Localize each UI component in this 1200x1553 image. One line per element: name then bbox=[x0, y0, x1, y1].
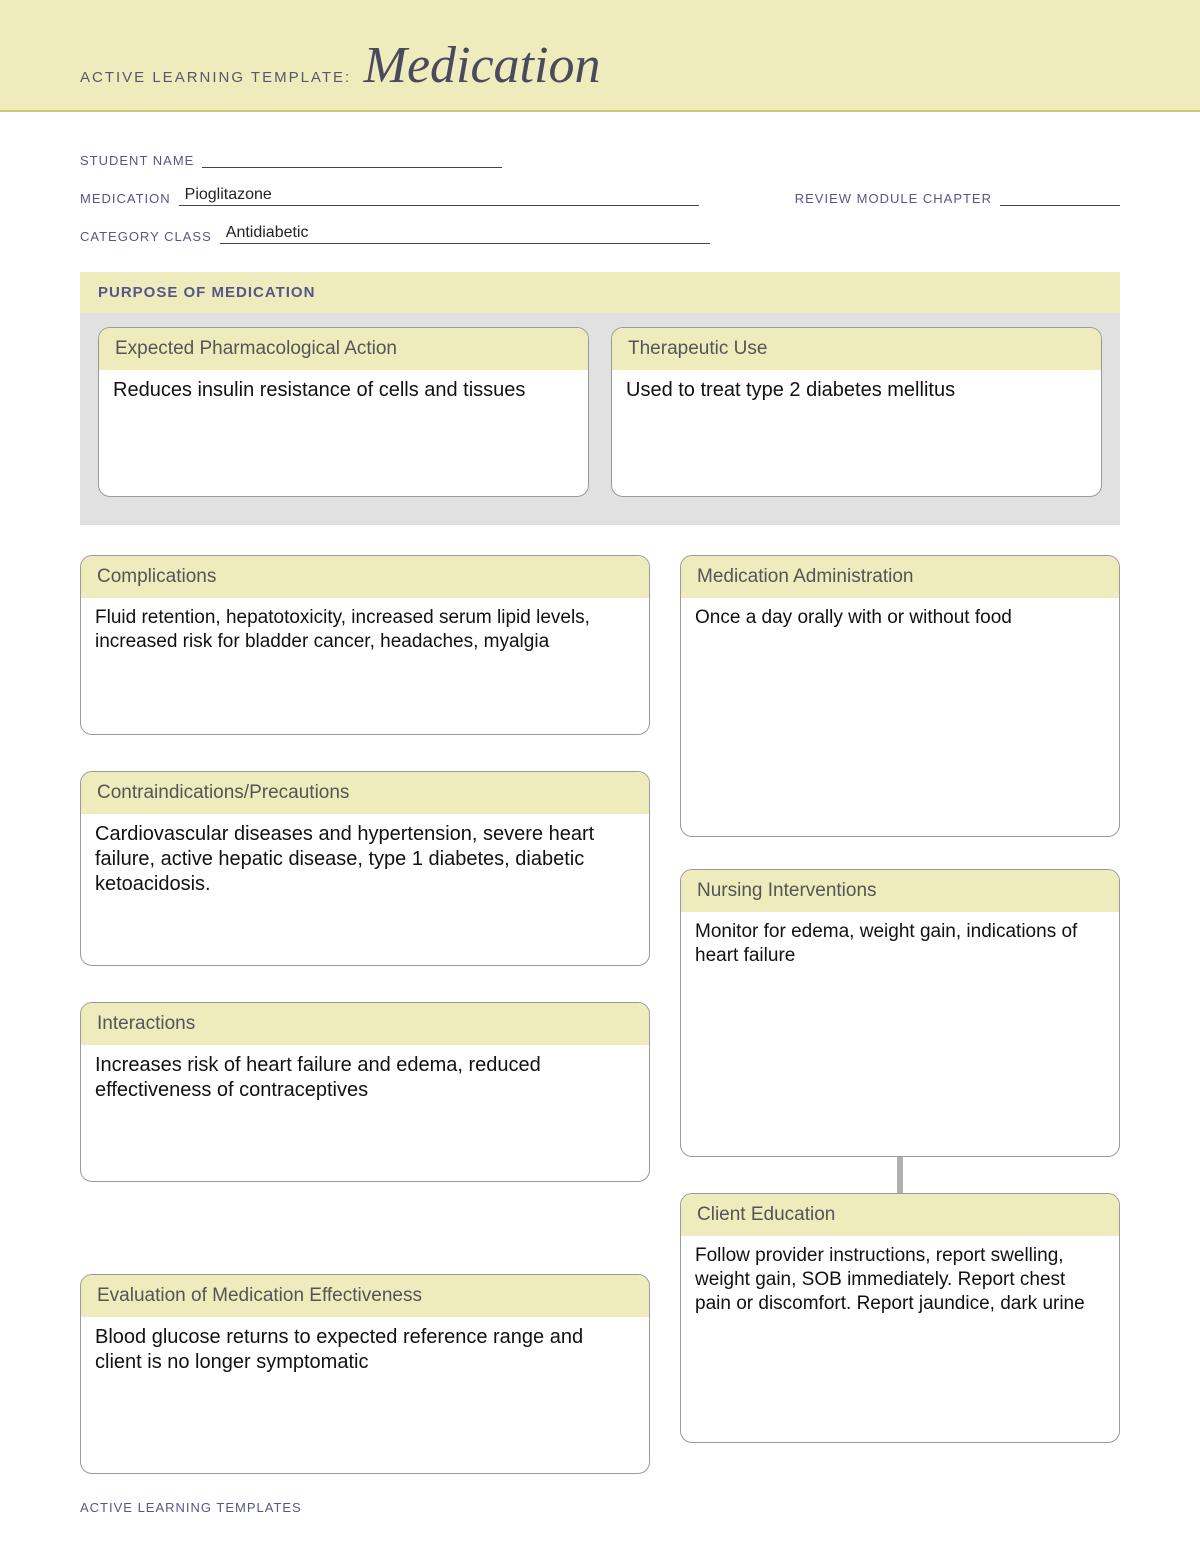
student-name-row: STUDENT NAME bbox=[80, 140, 1120, 168]
content: PURPOSE OF MEDICATION Expected Pharmacol… bbox=[0, 272, 1200, 1474]
complications-card: Complications Fluid retention, hepatotox… bbox=[80, 555, 650, 735]
contraindications-card: Contraindications/Precautions Cardiovasc… bbox=[80, 771, 650, 966]
connector bbox=[897, 1157, 903, 1193]
interactions-card: Interactions Increases risk of heart fai… bbox=[80, 1002, 650, 1182]
complications-body: Fluid retention, hepatotoxicity, increas… bbox=[81, 598, 649, 734]
medication-row: MEDICATION Pioglitazone REVIEW MODULE CH… bbox=[80, 178, 1120, 206]
therapeutic-use-card: Therapeutic Use Used to treat type 2 dia… bbox=[611, 327, 1102, 497]
education-card: Client Education Follow provider instruc… bbox=[680, 1193, 1120, 1443]
student-name-label: STUDENT NAME bbox=[80, 153, 194, 168]
education-title: Client Education bbox=[681, 1194, 1119, 1236]
purpose-section: PURPOSE OF MEDICATION Expected Pharmacol… bbox=[80, 272, 1120, 525]
banner: ACTIVE LEARNING TEMPLATE: Medication bbox=[0, 0, 1200, 112]
review-label: REVIEW MODULE CHAPTER bbox=[795, 191, 992, 206]
administration-card: Medication Administration Once a day ora… bbox=[680, 555, 1120, 837]
left-column: Complications Fluid retention, hepatotox… bbox=[80, 555, 650, 1474]
nursing-body: Monitor for edema, weight gain, indicati… bbox=[681, 912, 1119, 1156]
footer: ACTIVE LEARNING TEMPLATES bbox=[80, 1500, 302, 1515]
evaluation-title: Evaluation of Medication Effectiveness bbox=[81, 1275, 649, 1317]
interactions-body: Increases risk of heart failure and edem… bbox=[81, 1045, 649, 1181]
category-field[interactable]: Antidiabetic bbox=[220, 224, 710, 244]
contraindications-body: Cardiovascular diseases and hypertension… bbox=[81, 814, 649, 965]
right-column: Medication Administration Once a day ora… bbox=[680, 555, 1120, 1474]
student-name-field[interactable] bbox=[202, 148, 502, 168]
category-row: CATEGORY CLASS Antidiabetic bbox=[80, 216, 1120, 244]
therapeutic-use-title: Therapeutic Use bbox=[612, 328, 1101, 370]
nursing-title: Nursing Interventions bbox=[681, 870, 1119, 912]
review-field[interactable] bbox=[1000, 186, 1120, 206]
therapeutic-use-body: Used to treat type 2 diabetes mellitus bbox=[612, 370, 1101, 496]
medication-label: MEDICATION bbox=[80, 191, 171, 206]
administration-body: Once a day orally with or without food bbox=[681, 598, 1119, 836]
banner-prefix: ACTIVE LEARNING TEMPLATE: bbox=[80, 69, 351, 86]
meta-section: STUDENT NAME MEDICATION Pioglitazone REV… bbox=[0, 112, 1200, 272]
lower-columns: Complications Fluid retention, hepatotox… bbox=[80, 555, 1120, 1474]
medication-value: Pioglitazone bbox=[185, 186, 272, 204]
pharm-action-body: Reduces insulin resistance of cells and … bbox=[99, 370, 588, 496]
contraindications-title: Contraindications/Precautions bbox=[81, 772, 649, 814]
pharm-action-title: Expected Pharmacological Action bbox=[99, 328, 588, 370]
interactions-title: Interactions bbox=[81, 1003, 649, 1045]
category-label: CATEGORY CLASS bbox=[80, 229, 212, 244]
banner-title: Medication bbox=[364, 37, 601, 94]
education-body: Follow provider instructions, report swe… bbox=[681, 1236, 1119, 1442]
nursing-card: Nursing Interventions Monitor for edema,… bbox=[680, 869, 1120, 1157]
evaluation-body: Blood glucose returns to expected refere… bbox=[81, 1317, 649, 1473]
administration-title: Medication Administration bbox=[681, 556, 1119, 598]
medication-field[interactable]: Pioglitazone bbox=[179, 186, 699, 206]
evaluation-card: Evaluation of Medication Effectiveness B… bbox=[80, 1274, 650, 1474]
category-value: Antidiabetic bbox=[226, 224, 309, 242]
complications-title: Complications bbox=[81, 556, 649, 598]
pharm-action-card: Expected Pharmacological Action Reduces … bbox=[98, 327, 589, 497]
purpose-title: PURPOSE OF MEDICATION bbox=[80, 272, 1120, 313]
